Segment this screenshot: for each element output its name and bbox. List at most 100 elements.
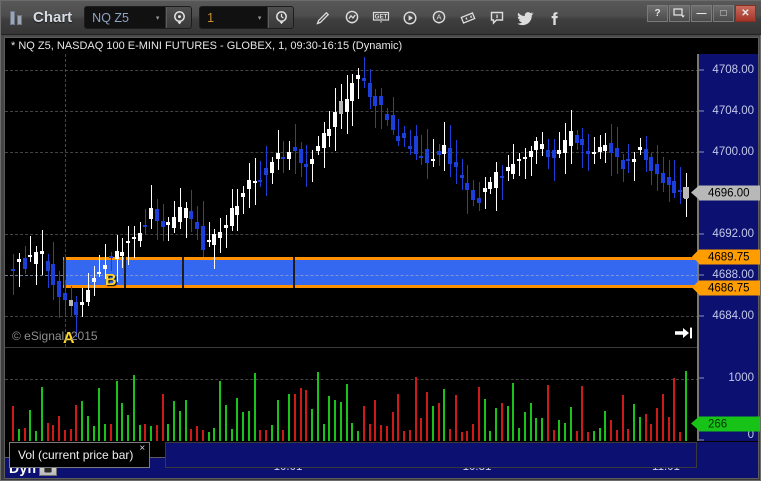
close-icon[interactable]: ×: [139, 443, 146, 454]
volume-bar: [564, 422, 566, 441]
get-icon[interactable]: GET: [368, 6, 394, 30]
candle-body: [494, 171, 498, 189]
zone-lower-tag[interactable]: 4686.75: [692, 280, 760, 296]
candle-wick: [13, 253, 14, 295]
volume-bar: [270, 425, 273, 441]
volume-bar: [345, 384, 348, 441]
restore-button[interactable]: [669, 5, 690, 22]
candle-wick: [128, 226, 129, 265]
candle-body: [252, 180, 257, 183]
volume-bar: [276, 399, 279, 441]
volume-bar: [460, 431, 463, 441]
help-button[interactable]: ?: [647, 5, 668, 22]
volume-bar: [667, 416, 670, 441]
interval-combo[interactable]: 1 ▾: [199, 6, 295, 29]
svg-text:GET: GET: [375, 13, 388, 20]
last-price-tag[interactable]: 4696.00: [691, 185, 760, 201]
volume-bar: [328, 395, 331, 441]
candle-body: [528, 151, 533, 158]
zone-lower-line[interactable]: [63, 285, 699, 289]
candle-wick: [674, 159, 676, 199]
annotation-a-icon[interactable]: A: [426, 6, 452, 30]
volume-bar: [552, 430, 555, 441]
volume-bar: [472, 423, 474, 441]
candle-wick: [312, 150, 313, 182]
facebook-icon[interactable]: [542, 6, 568, 30]
axis-tick: [699, 274, 704, 276]
volume-bar: [489, 430, 492, 441]
chevron-down-icon[interactable]: ▾: [252, 7, 269, 28]
interval-value: 1: [200, 7, 253, 28]
candle-body: [407, 145, 412, 149]
annotation-a: A: [63, 330, 75, 347]
candle-wick: [455, 139, 457, 184]
comment-icon[interactable]: [484, 6, 510, 30]
zone-mid-tag: 4688.00: [712, 269, 754, 282]
candle-body: [586, 150, 590, 155]
maximize-button[interactable]: □: [713, 5, 734, 22]
candle-body: [367, 83, 372, 98]
price-axis-label: 4708.00: [712, 64, 754, 77]
candle-body: [672, 181, 677, 194]
candle-body: [453, 162, 458, 168]
price-pane[interactable]: A B © eSignal, 2015: [5, 54, 699, 347]
studies-line-icon[interactable]: [339, 6, 365, 30]
axis-tick: [699, 151, 704, 153]
candle-wick: [317, 135, 319, 156]
candle-body: [264, 167, 268, 175]
zone-fill[interactable]: [63, 257, 699, 289]
volume-legend-axis-filler: [697, 442, 758, 468]
candle-wick: [76, 295, 78, 337]
symbol-globe-icon[interactable]: [166, 7, 192, 28]
volume-study-label[interactable]: Vol (current price bar) ×: [9, 442, 151, 468]
volume-pane[interactable]: [5, 347, 699, 441]
candle-body: [85, 289, 90, 303]
volume-axis[interactable]: 1000 0 266: [691, 347, 760, 441]
candle-wick: [151, 185, 152, 229]
candle-wick: [214, 229, 216, 270]
volume-bar: [35, 431, 37, 441]
candle-body: [275, 153, 280, 159]
zone-upper-tag[interactable]: 4689.75: [692, 249, 760, 265]
pencil-draw-icon[interactable]: [310, 6, 336, 30]
candle-body: [614, 148, 619, 158]
volume-bar: [581, 386, 584, 441]
volume-bar: [408, 430, 411, 441]
candle-wick: [225, 215, 227, 249]
volume-bar: [322, 424, 325, 441]
candle-body: [402, 133, 406, 138]
app-title: Chart: [33, 9, 73, 26]
chart-canvas-area[interactable]: * NQ Z5, NASDAQ 100 E-MINI FUTURES - GLO…: [4, 37, 760, 479]
close-button[interactable]: ✕: [735, 5, 756, 22]
twitter-icon[interactable]: [513, 6, 539, 30]
minimize-button[interactable]: —: [691, 5, 712, 22]
symbol-combo[interactable]: NQ Z5 ▾: [84, 6, 193, 29]
volume-last-tag[interactable]: 266: [691, 416, 760, 432]
candle-wick: [174, 200, 175, 233]
candle-body: [505, 167, 510, 172]
candle-body: [80, 301, 84, 305]
candle-body: [344, 99, 349, 112]
chart-title: * NQ Z5, NASDAQ 100 E-MINI FUTURES - GLO…: [5, 38, 758, 54]
jump-to-latest-icon[interactable]: [673, 326, 693, 344]
play-icon[interactable]: [397, 6, 423, 30]
candle-body: [517, 158, 521, 161]
clock-icon[interactable]: [268, 7, 294, 28]
volume-bar: [178, 410, 181, 441]
price-axis-label: 4704.00: [712, 105, 754, 118]
volume-bar: [213, 428, 216, 441]
zone-upper-line[interactable]: [63, 257, 699, 261]
volume-bar: [132, 375, 135, 441]
volume-bar: [431, 405, 434, 441]
candle-body: [235, 205, 240, 216]
candle-body: [666, 177, 671, 185]
volume-bar: [236, 398, 239, 441]
candle-wick: [398, 119, 400, 146]
volume-bar: [63, 430, 66, 441]
candle-body: [591, 152, 596, 155]
candle-wick: [582, 128, 584, 168]
ribbon-icon[interactable]: [455, 6, 481, 30]
price-axis[interactable]: 4708.00 4704.00 4700.00 4692.00 4684.00 4696.…: [691, 54, 760, 347]
volume-bar: [679, 431, 681, 441]
chevron-down-icon[interactable]: ▾: [150, 7, 167, 28]
